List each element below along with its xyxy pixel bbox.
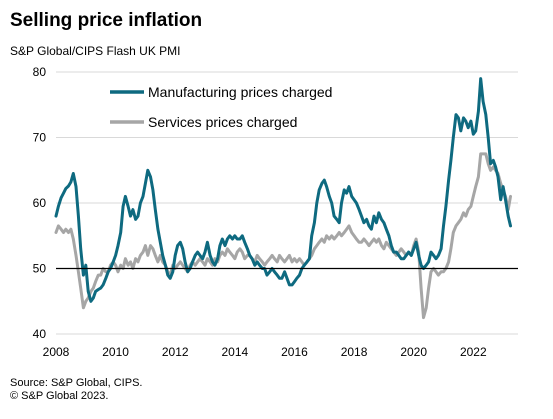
series-lines [54,77,512,320]
x-axis-tick-labels: 2008 2010 2012 2014 2016 2018 2020 2022 [43,345,487,359]
y-tick-label: 40 [33,327,47,341]
y-tick-label: 60 [33,196,47,210]
y-tick-label: 50 [33,262,47,276]
legend: Manufacturing prices charged Services pri… [110,84,332,130]
y-tick-label: 70 [33,131,47,145]
legend-label: Services prices charged [148,114,297,130]
gridlines [56,71,518,335]
series-line [54,152,512,320]
x-tick-label: 2016 [281,345,308,359]
chart-subtitle: S&P Global/CIPS Flash UK PMI [10,44,181,58]
legend-label: Manufacturing prices charged [148,84,332,100]
x-tick-label: 2022 [460,345,487,359]
source-note: Source: S&P Global, CIPS. © S&P Global 2… [10,377,142,403]
x-tick-label: 2010 [102,345,129,359]
x-tick-label: 2012 [162,345,189,359]
source-line: Source: S&P Global, CIPS. [10,377,143,389]
chart-title: Selling price inflation [10,10,203,31]
x-tick-label: 2018 [341,345,368,359]
x-tick-label: 2020 [400,345,427,359]
y-tick-label: 80 [33,65,47,79]
x-tick-label: 2008 [43,345,70,359]
copyright-line: © S&P Global 2023. [10,390,109,402]
y-axis-tick-labels: 40 50 60 70 80 [33,65,47,341]
x-tick-label: 2014 [221,345,248,359]
series-line [54,77,512,303]
